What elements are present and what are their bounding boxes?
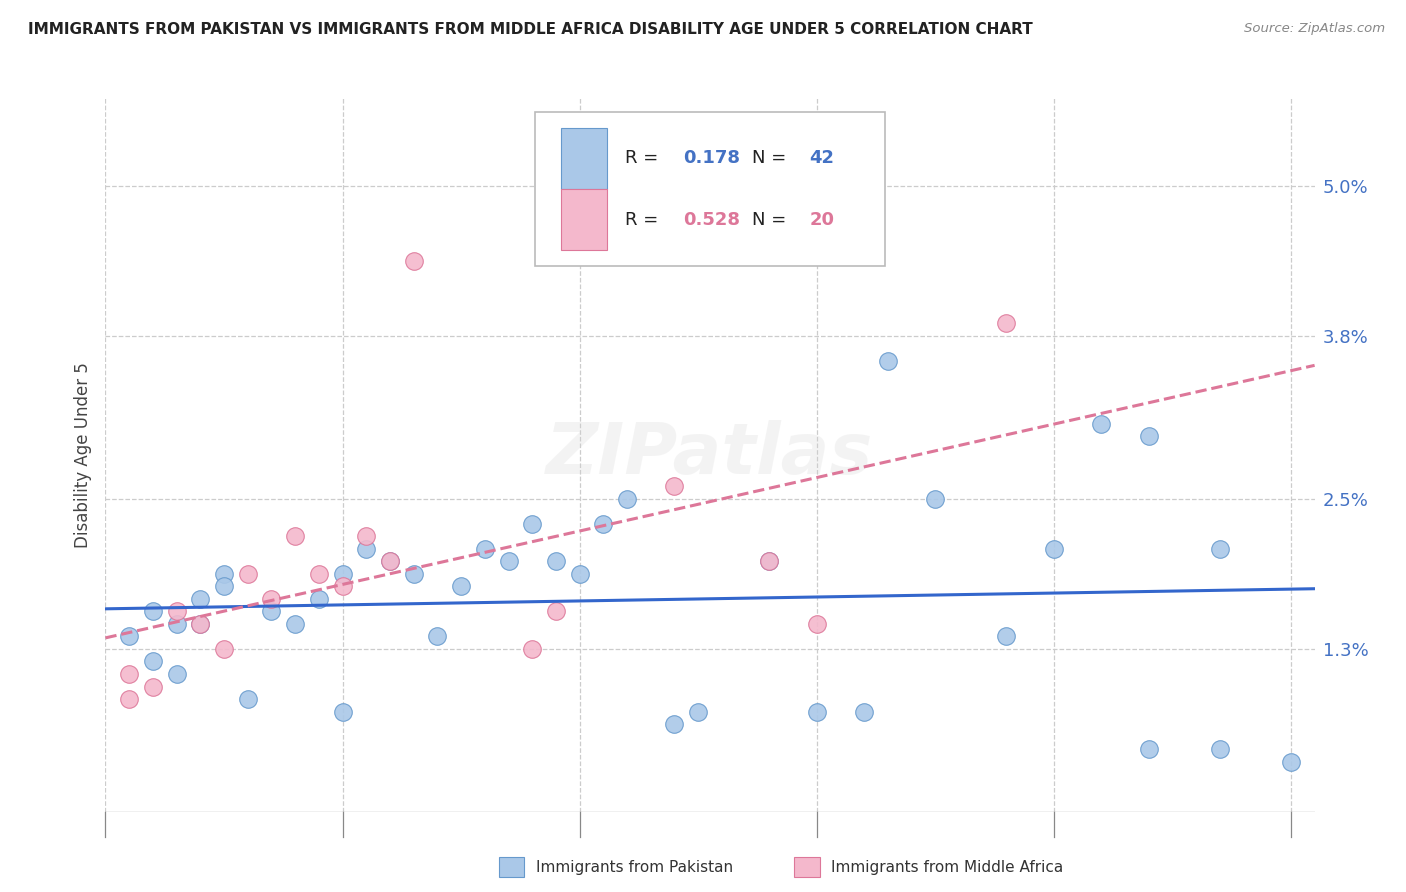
Point (188, 591, 211, 606)
Point (616, 491, 638, 506)
Point (995, 630, 1018, 644)
Point (876, 354, 898, 368)
Point (284, 529, 307, 543)
Point (1137, 429, 1160, 443)
Point (522, 516, 544, 531)
Text: 0.528: 0.528 (683, 211, 741, 228)
Point (1209, 541, 1232, 556)
Point (664, 717, 686, 731)
Text: R =: R = (626, 211, 665, 228)
Point (212, 566, 235, 581)
Point (1043, 541, 1066, 556)
Point (332, 566, 354, 581)
Point (806, 705, 828, 719)
Point (332, 705, 354, 719)
Point (166, 604, 188, 618)
Point (688, 705, 710, 719)
Point (592, 516, 614, 531)
Text: Source: ZipAtlas.com: Source: ZipAtlas.com (1244, 22, 1385, 36)
Point (332, 579, 354, 593)
Point (142, 680, 165, 694)
Point (1279, 755, 1302, 769)
Point (354, 541, 377, 556)
Y-axis label: Disability Age Under 5: Disability Age Under 5 (73, 362, 91, 548)
FancyBboxPatch shape (534, 112, 886, 266)
Point (853, 705, 876, 719)
Point (354, 529, 377, 543)
Point (260, 604, 283, 618)
Text: N =: N = (752, 150, 793, 168)
Point (212, 642, 235, 657)
Point (426, 630, 449, 644)
Point (758, 554, 780, 568)
Point (544, 554, 567, 568)
Point (118, 630, 141, 644)
Text: 42: 42 (810, 150, 834, 168)
Point (1090, 417, 1112, 431)
Text: 20: 20 (810, 211, 834, 228)
Point (308, 591, 330, 606)
Point (236, 692, 259, 706)
Point (450, 579, 472, 593)
Point (806, 616, 828, 631)
Text: 0.178: 0.178 (683, 150, 741, 168)
Point (402, 566, 425, 581)
Text: ZIPatlas: ZIPatlas (547, 420, 873, 490)
Point (924, 491, 946, 506)
Point (1137, 742, 1160, 756)
Text: Immigrants from Pakistan: Immigrants from Pakistan (536, 860, 733, 874)
Point (260, 591, 283, 606)
Point (308, 566, 330, 581)
Point (378, 554, 401, 568)
Point (498, 554, 520, 568)
Point (142, 655, 165, 669)
Point (284, 616, 307, 631)
Point (142, 604, 165, 618)
Point (188, 616, 211, 631)
Point (664, 479, 686, 493)
Text: Immigrants from Middle Africa: Immigrants from Middle Africa (831, 860, 1063, 874)
Point (166, 616, 188, 631)
Point (166, 667, 188, 681)
Point (402, 253, 425, 268)
Point (758, 554, 780, 568)
Point (378, 554, 401, 568)
Point (544, 604, 567, 618)
Text: N =: N = (752, 211, 793, 228)
Point (568, 566, 591, 581)
Point (474, 541, 496, 556)
Point (995, 317, 1018, 331)
Point (212, 579, 235, 593)
Text: R =: R = (626, 150, 665, 168)
FancyBboxPatch shape (561, 128, 607, 189)
Point (236, 566, 259, 581)
Point (188, 616, 211, 631)
Point (118, 667, 141, 681)
Point (522, 642, 544, 657)
Point (1209, 742, 1232, 756)
Point (118, 692, 141, 706)
Text: IMMIGRANTS FROM PAKISTAN VS IMMIGRANTS FROM MIDDLE AFRICA DISABILITY AGE UNDER 5: IMMIGRANTS FROM PAKISTAN VS IMMIGRANTS F… (28, 22, 1033, 37)
FancyBboxPatch shape (561, 189, 607, 250)
